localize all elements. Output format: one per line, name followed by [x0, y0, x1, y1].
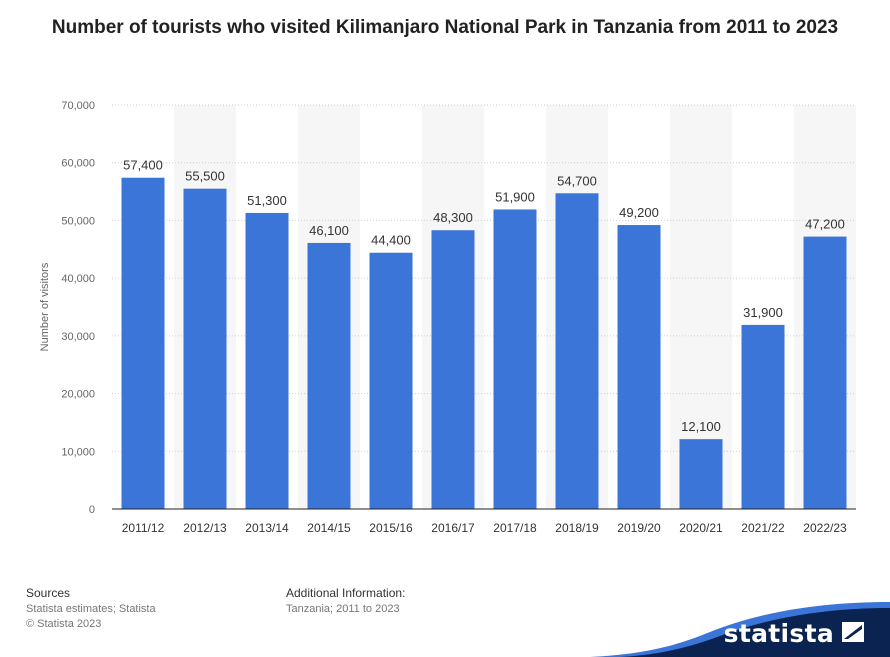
- x-tick-label: 2016/17: [431, 521, 475, 535]
- data-label: 44,400: [371, 233, 411, 248]
- bar: [741, 324, 785, 509]
- copyright-line: © Statista 2023: [26, 618, 102, 630]
- bar: [307, 242, 351, 510]
- bar: [431, 230, 475, 510]
- x-axis-ticks: 2011/12 2012/13 2013/14 2014/15 2015/16 2016/…: [122, 521, 847, 535]
- data-label: 46,100: [309, 223, 349, 238]
- bar: [245, 212, 289, 509]
- x-tick-label: 2013/14: [245, 521, 289, 535]
- additional-info-heading: Additional Information:: [286, 586, 406, 600]
- statista-logo-icon: [842, 622, 864, 642]
- brand-wave: [590, 602, 890, 657]
- data-label: 31,900: [743, 305, 783, 320]
- y-tick-label: 40,000: [61, 273, 95, 285]
- data-label: 57,400: [123, 158, 163, 173]
- x-tick-label: 2018/19: [555, 521, 599, 535]
- y-axis-ticks: 0 10,000 20,000 30,000 40,000 50,000 60,000 70,…: [61, 100, 95, 516]
- bar-chart: 0 10,000 20,000 30,000 40,000 50,000 60,000 70,…: [39, 100, 856, 535]
- bar: [183, 188, 227, 509]
- bar: [679, 439, 723, 509]
- y-tick-label: 10,000: [61, 446, 95, 458]
- x-tick-label: 2020/21: [679, 521, 723, 535]
- bar: [803, 236, 847, 510]
- bars: [121, 177, 847, 510]
- gridlines: [112, 104, 856, 452]
- sources-heading: Sources: [26, 586, 71, 600]
- bar: [369, 252, 413, 509]
- x-tick-label: 2011/12: [122, 521, 165, 535]
- data-label: 47,200: [805, 217, 845, 232]
- y-tick-label: 30,000: [61, 331, 95, 343]
- x-tick-label: 2022/23: [803, 521, 847, 535]
- y-tick-label: 70,000: [61, 100, 95, 112]
- data-label: 48,300: [433, 210, 473, 225]
- data-label: 51,300: [247, 193, 287, 208]
- x-tick-label: 2019/20: [617, 521, 661, 535]
- x-tick-label: 2021/22: [741, 521, 785, 535]
- sources-block: Sources Statista estimates; Statista © S…: [26, 586, 156, 632]
- bar: [121, 177, 165, 509]
- additional-info-block: Additional Information: Tanzania; 2011 t…: [286, 586, 405, 617]
- x-tick-label: 2017/18: [493, 521, 537, 535]
- statista-logo: statista: [723, 619, 834, 648]
- y-tick-label: 60,000: [61, 158, 95, 170]
- data-label: 55,500: [185, 169, 225, 184]
- bar: [617, 225, 661, 509]
- y-tick-label: 20,000: [61, 389, 95, 401]
- x-tick-label: 2012/13: [183, 521, 227, 535]
- bar: [555, 193, 599, 509]
- data-labels: 57,400 55,500 51,300 46,100 44,400 48,300 51,9…: [123, 158, 845, 434]
- data-label: 49,200: [619, 205, 659, 220]
- chart-title: Number of tourists who visited Kilimanja…: [51, 17, 839, 38]
- data-label: 54,700: [557, 173, 597, 188]
- x-tick-label: 2015/16: [369, 521, 413, 535]
- x-tick-label: 2014/15: [307, 521, 351, 535]
- y-axis-title: Number of visitors: [39, 262, 51, 351]
- sources-line: Statista estimates; Statista: [26, 603, 156, 615]
- y-tick-label: 0: [89, 504, 95, 516]
- data-label: 12,100: [681, 419, 721, 434]
- bar: [493, 209, 537, 509]
- data-label: 51,900: [495, 189, 535, 204]
- additional-info-line: Tanzania; 2011 to 2023: [286, 603, 400, 615]
- y-tick-label: 50,000: [61, 215, 95, 227]
